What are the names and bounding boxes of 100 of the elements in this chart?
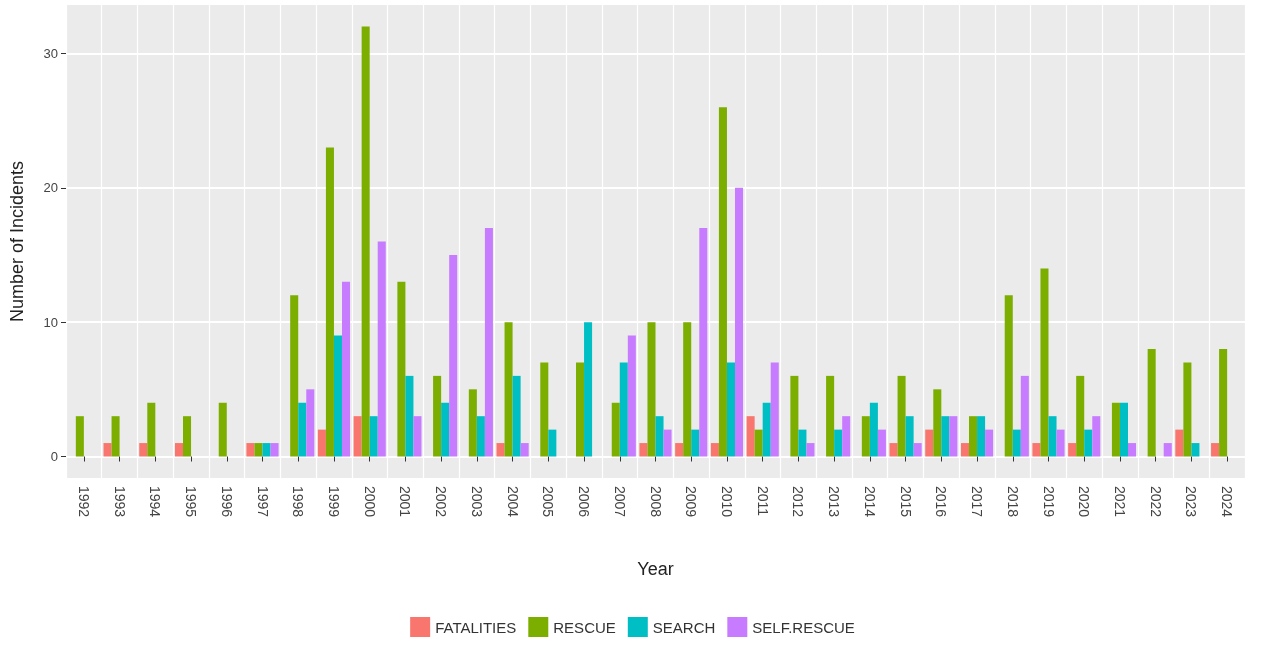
bar <box>977 416 986 457</box>
x-tick-label: 2007 <box>611 486 628 518</box>
x-tick-label: 2001 <box>397 486 414 518</box>
bar <box>913 443 922 457</box>
bar <box>246 443 255 457</box>
bar <box>710 443 719 457</box>
bar <box>441 402 450 457</box>
bar <box>877 429 886 457</box>
x-axis-title: Year <box>637 559 674 579</box>
legend-label: RESCUE <box>553 618 616 636</box>
bar <box>413 416 422 457</box>
bar <box>806 443 815 457</box>
x-tick-label: 2024 <box>1219 486 1236 518</box>
bar <box>1191 443 1200 457</box>
legend-label: FATALITIES <box>435 618 517 636</box>
bar <box>405 375 414 457</box>
bar <box>584 322 593 457</box>
bar <box>1040 268 1049 457</box>
x-tick-label: 2020 <box>1076 486 1093 518</box>
bar <box>949 416 958 457</box>
bar <box>147 402 156 457</box>
bar <box>1012 429 1021 457</box>
bar <box>691 429 700 457</box>
x-tick-label: 2010 <box>718 486 735 518</box>
x-tick-label: 2015 <box>897 486 914 518</box>
bar <box>353 416 362 457</box>
bar <box>663 429 672 457</box>
bar <box>611 402 620 457</box>
bar <box>1032 443 1041 457</box>
bar <box>790 375 799 457</box>
x-tick-label: 2004 <box>504 486 521 518</box>
legend-label: SELF.RESCUE <box>752 618 855 636</box>
bar <box>1147 349 1156 457</box>
bar <box>1084 429 1093 457</box>
bar <box>218 402 227 457</box>
bar <box>941 416 950 457</box>
bar <box>333 335 342 457</box>
x-tick-label: 1999 <box>325 486 342 518</box>
bar <box>183 416 192 457</box>
x-tick-label: 2018 <box>1004 486 1021 518</box>
x-tick-label: 1994 <box>147 486 164 518</box>
x-tick-label: 1996 <box>218 486 235 518</box>
x-tick-label: 2017 <box>969 486 986 518</box>
x-tick-label: 1998 <box>290 486 307 518</box>
bar <box>699 228 708 457</box>
bar <box>317 429 326 457</box>
x-tick-label: 1995 <box>183 486 200 518</box>
bar <box>254 443 263 457</box>
y-tick-label: 10 <box>43 314 58 330</box>
bar <box>834 429 843 457</box>
bar <box>397 281 406 457</box>
bar <box>861 416 870 457</box>
bar <box>1048 416 1057 457</box>
bar <box>484 228 493 457</box>
bar <box>1119 402 1128 457</box>
bar <box>103 443 112 457</box>
bar <box>433 375 442 457</box>
bar <box>111 416 120 457</box>
x-tick-label: 2003 <box>468 486 485 518</box>
bar <box>960 443 970 457</box>
bar <box>262 443 271 457</box>
y-tick-label: 20 <box>43 180 58 196</box>
bar <box>369 416 378 457</box>
bar <box>361 26 370 457</box>
bar <box>548 429 557 457</box>
x-tick-label: 1997 <box>254 486 271 518</box>
bar <box>1211 443 1220 457</box>
bar <box>1056 429 1065 457</box>
bar <box>655 416 664 457</box>
bar <box>905 416 914 457</box>
bar <box>647 322 656 457</box>
bar <box>1127 443 1137 457</box>
bar <box>306 389 315 457</box>
bar <box>718 107 727 457</box>
bar <box>798 429 807 457</box>
x-tick-label: 1992 <box>75 486 92 518</box>
bar <box>1068 443 1077 457</box>
bar <box>512 375 521 457</box>
x-tick-label: 1993 <box>111 486 128 518</box>
bar <box>298 402 307 457</box>
bar <box>933 389 942 457</box>
x-tick-label: 2011 <box>754 486 771 517</box>
x-tick-label: 2019 <box>1040 486 1057 518</box>
bar <box>1092 416 1101 457</box>
bar <box>675 443 684 457</box>
bar <box>290 295 299 457</box>
bar <box>762 402 771 457</box>
y-axis-title: Number of Incidents <box>7 160 27 323</box>
bar <box>1004 295 1013 457</box>
bar <box>468 389 477 457</box>
x-tick-label: 2006 <box>576 486 593 518</box>
bar <box>576 362 585 457</box>
x-tick-label: 2014 <box>861 486 878 518</box>
y-tick-label: 0 <box>50 449 58 464</box>
bar <box>985 429 994 457</box>
bar <box>174 443 184 457</box>
bar <box>842 416 851 457</box>
bar <box>1020 375 1029 457</box>
bar <box>139 443 148 457</box>
bar <box>1183 362 1192 457</box>
